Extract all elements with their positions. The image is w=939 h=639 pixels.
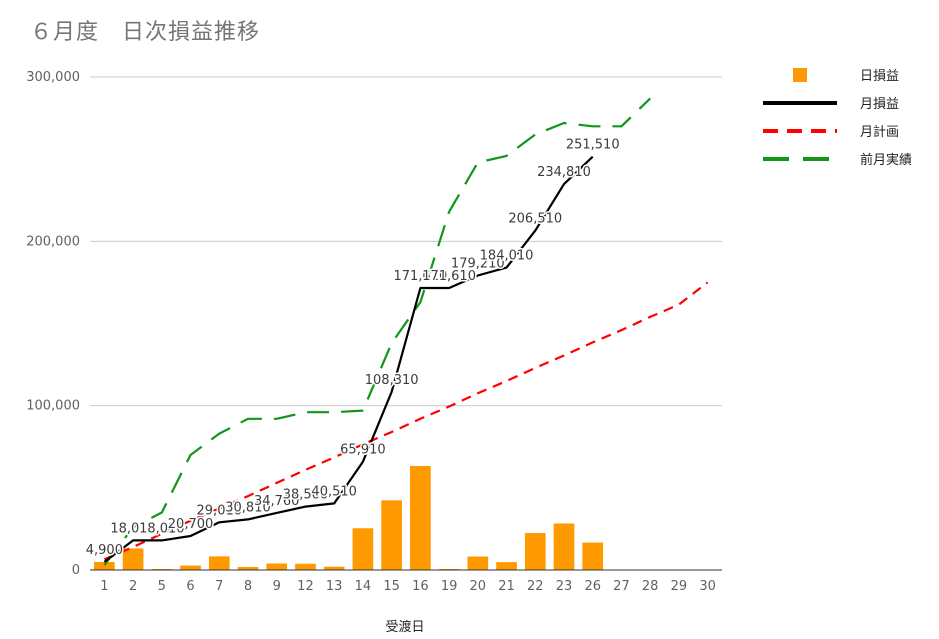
- x-tick-label: 5: [158, 579, 166, 594]
- data-label: 234,810: [537, 165, 591, 180]
- gridlines: [90, 76, 722, 407]
- x-tick-label: 9: [273, 579, 281, 594]
- data-label: 30,810: [225, 500, 271, 515]
- legend-swatch: [793, 68, 807, 82]
- bar: [524, 533, 546, 570]
- x-axis-title: 受渡日: [385, 619, 424, 635]
- x-tick-label: 15: [383, 579, 400, 594]
- legend-label: 日損益: [860, 69, 899, 84]
- y-axis-ticks: 0 100,000 200,000 300,000: [26, 70, 80, 578]
- data-label: 171,610: [393, 269, 447, 284]
- chart-title: ６月度 日次損益推移: [30, 20, 261, 45]
- data-label: 184,010: [480, 249, 534, 264]
- bar: [323, 566, 345, 570]
- x-tick-label: 2: [129, 579, 137, 594]
- bar: [122, 548, 144, 570]
- bar: [582, 542, 604, 570]
- bar: [237, 567, 259, 570]
- legend-label: 月計画: [860, 124, 899, 140]
- bar: [496, 562, 517, 570]
- bar: [553, 523, 575, 570]
- bar-series: [94, 465, 604, 571]
- bar: [208, 556, 230, 570]
- bar: [295, 563, 316, 570]
- x-tick-label: 14: [355, 579, 372, 594]
- data-label: 34,760: [254, 494, 300, 509]
- y-tick-label: 300,000: [26, 70, 80, 85]
- data-labels: 4,90018,01018,01020,70029,01030,81034,76…: [84, 136, 621, 559]
- series-line: [103, 155, 594, 563]
- y-tick-label: 0: [72, 563, 80, 578]
- data-label: 171,610: [422, 269, 476, 284]
- x-tick-label: 28: [642, 579, 659, 594]
- data-label: 251,510: [566, 138, 620, 153]
- bar: [94, 561, 115, 570]
- data-label: 179,210: [451, 256, 505, 271]
- x-tick-label: 13: [326, 579, 343, 594]
- bar: [266, 563, 288, 570]
- x-tick-label: 30: [699, 579, 716, 594]
- x-tick-label: 19: [441, 579, 458, 594]
- x-tick-label: 16: [412, 579, 429, 594]
- x-tick-label: 26: [584, 579, 601, 594]
- bar: [180, 565, 201, 570]
- series-line: [103, 281, 709, 561]
- series-line: [103, 97, 651, 566]
- legend-label: 前月実績: [860, 152, 912, 168]
- x-tick-label: 23: [556, 579, 573, 594]
- y-tick-label: 100,000: [26, 399, 80, 414]
- data-label: 38,560: [283, 488, 329, 503]
- x-tick-label: 7: [215, 579, 223, 594]
- data-label: 20,700: [168, 517, 214, 532]
- bar: [410, 465, 431, 570]
- x-tick-label: 29: [671, 579, 688, 594]
- x-tick-label: 1: [100, 579, 108, 594]
- data-label: 29,010: [197, 503, 243, 518]
- x-tick-label: 27: [613, 579, 630, 594]
- y-tick-label: 200,000: [26, 234, 80, 249]
- data-label: 4,900: [86, 543, 123, 558]
- bar: [381, 500, 402, 570]
- data-label: 18,010: [139, 521, 185, 536]
- x-tick-label: 21: [498, 579, 515, 594]
- data-label: 40,510: [311, 484, 357, 499]
- x-tick-label: 12: [297, 579, 314, 594]
- data-label: 108,310: [365, 373, 419, 388]
- x-tick-label: 6: [186, 579, 194, 594]
- bar: [467, 556, 489, 570]
- x-tick-label: 22: [527, 579, 544, 594]
- data-label: 206,510: [508, 212, 562, 227]
- bar: [352, 528, 374, 570]
- x-tick-label: 20: [470, 579, 487, 594]
- legend-label: 月損益: [860, 97, 899, 112]
- x-tick-label: 8: [244, 579, 252, 594]
- x-axis-ticks: 1 2 5 6 7 8 9 12 13 14 15 16 19 20 21 22 23 26 27 28 29 30: [100, 579, 716, 594]
- data-label: 18,010: [110, 521, 156, 536]
- line-series: [103, 97, 709, 566]
- data-label: 65,910: [340, 443, 386, 458]
